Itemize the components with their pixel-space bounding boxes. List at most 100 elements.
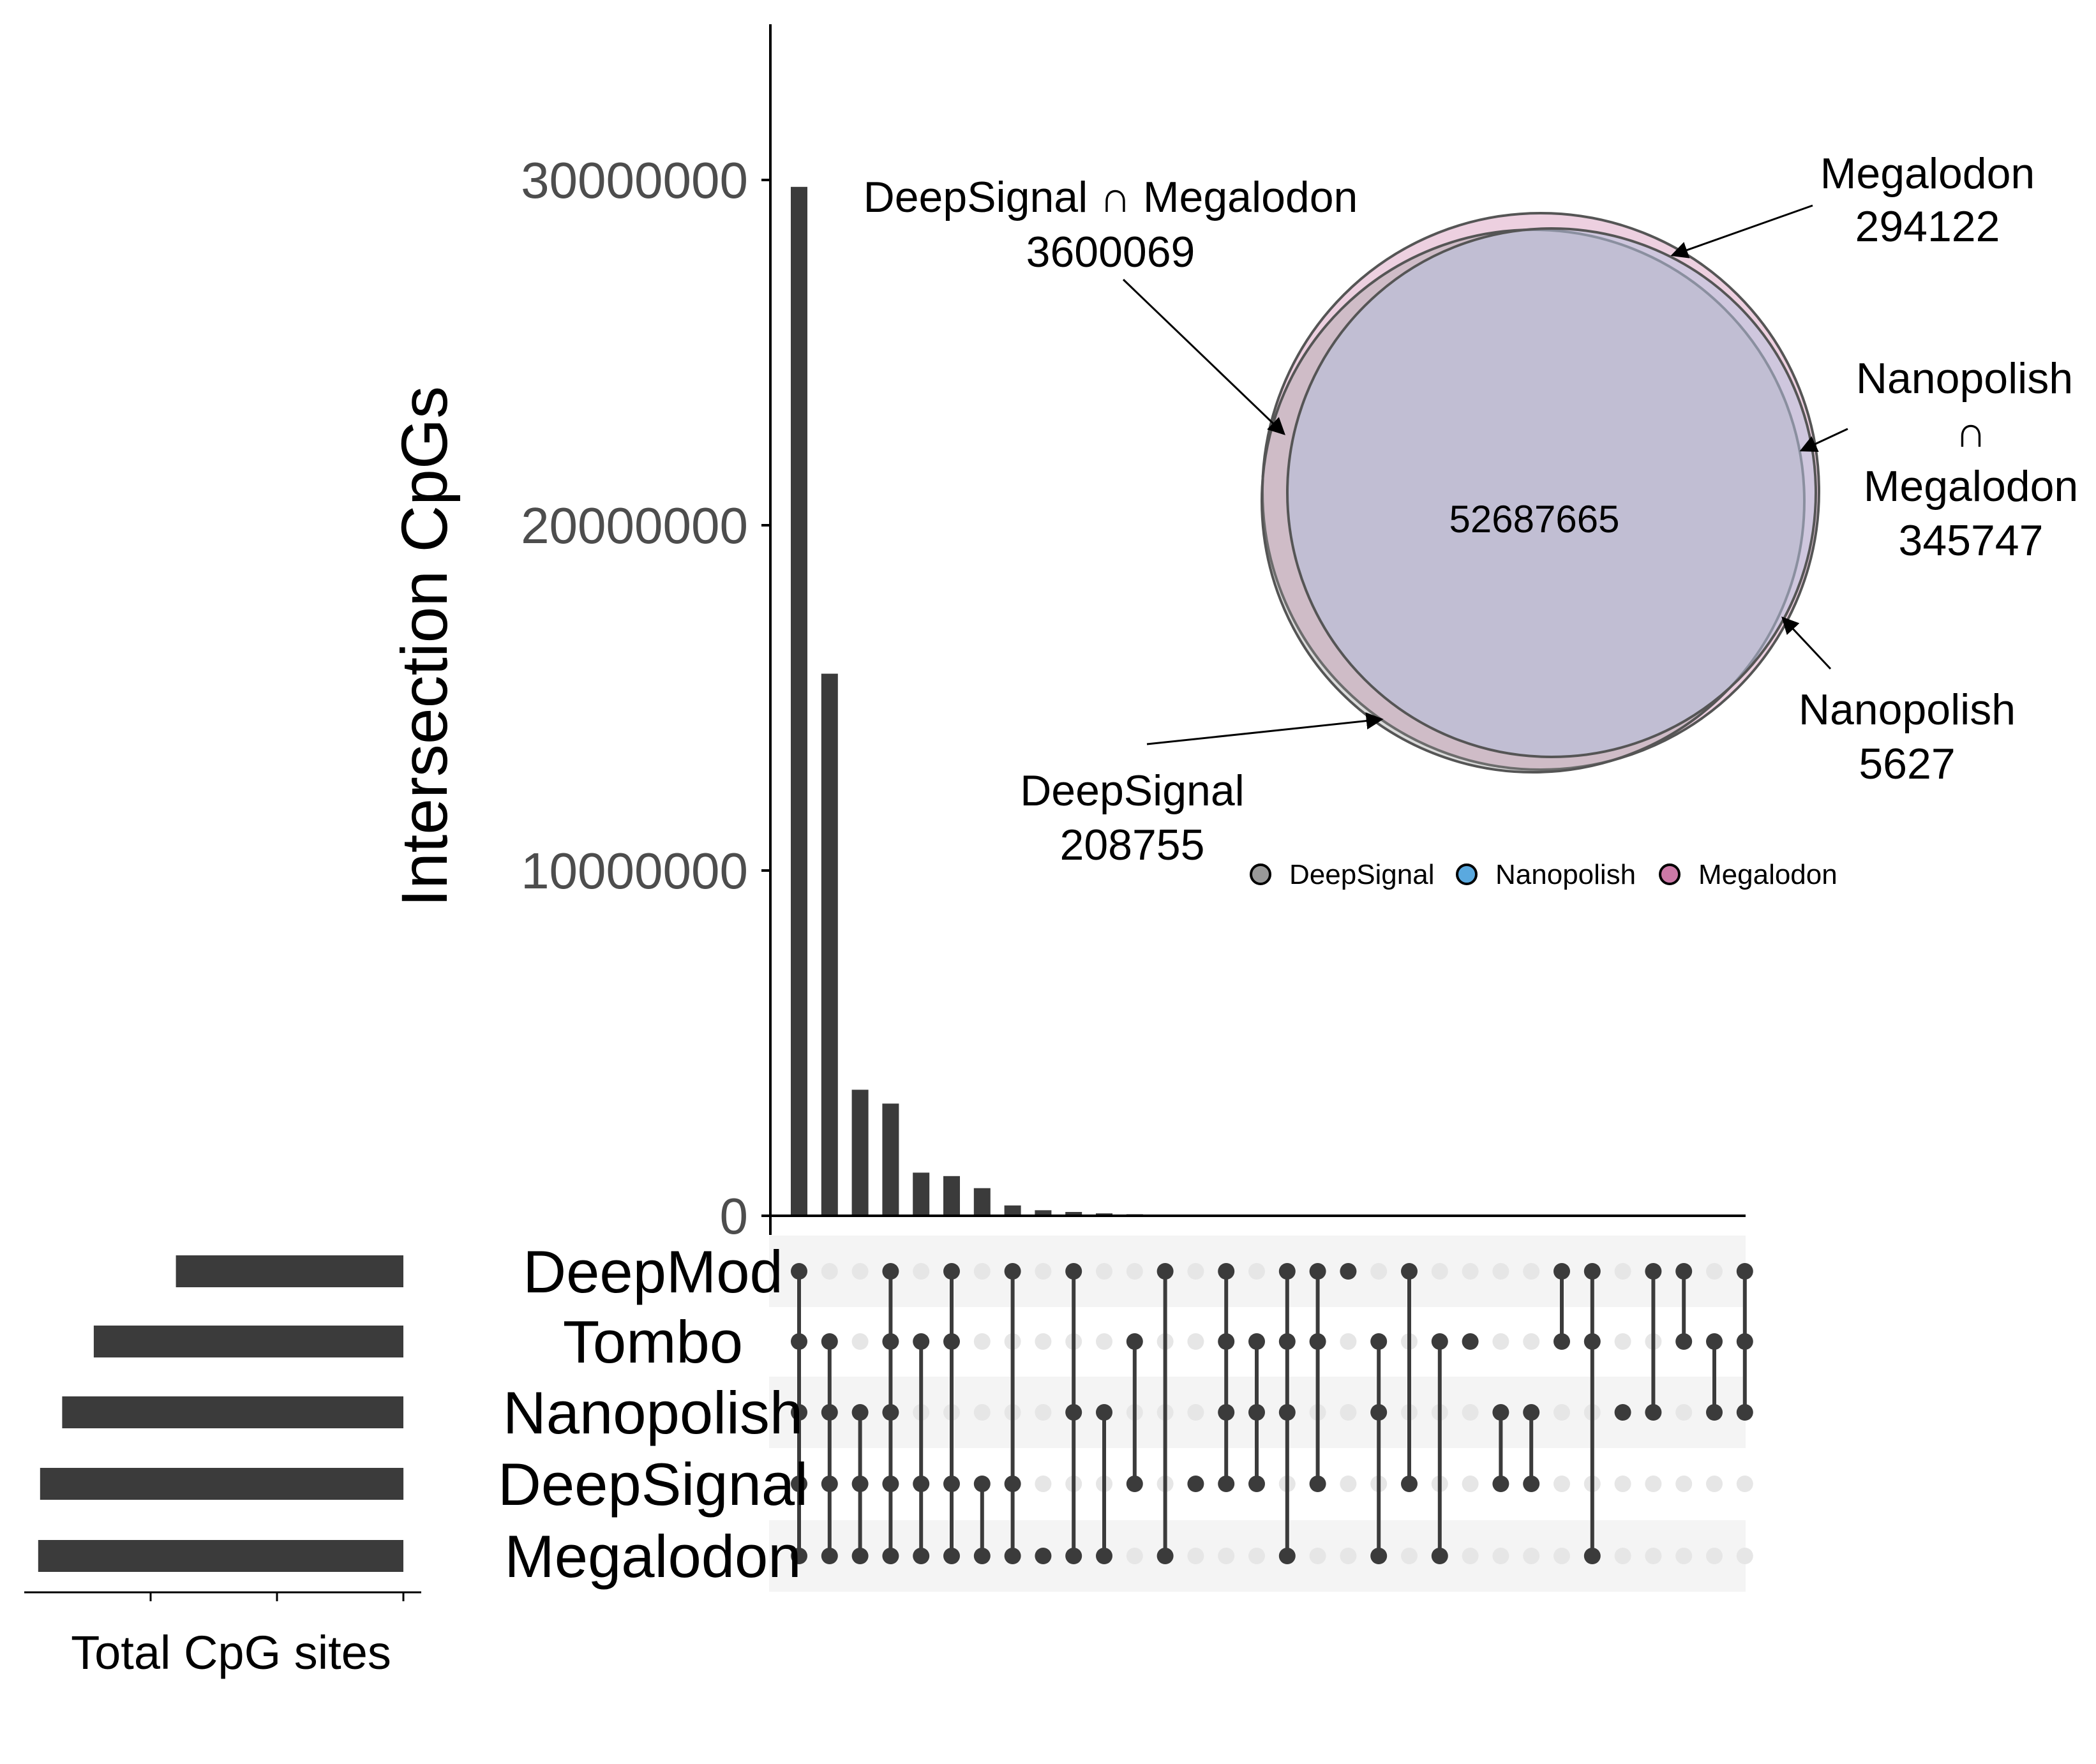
matrix-dot-inactive bbox=[1462, 1476, 1479, 1492]
intersection-bar bbox=[882, 1103, 899, 1216]
matrix-dot-active bbox=[1218, 1333, 1235, 1350]
matrix-dot-active bbox=[1492, 1476, 1509, 1492]
matrix-dot-active bbox=[943, 1333, 960, 1350]
annot-nanopolish-value: 5627 bbox=[1859, 740, 1955, 788]
y-tick-label: 20000000 bbox=[521, 497, 748, 554]
matrix-dot-active bbox=[1309, 1333, 1326, 1350]
matrix-dot-inactive bbox=[851, 1333, 869, 1350]
matrix-dot-active bbox=[1218, 1476, 1235, 1492]
matrix-dot-active bbox=[1401, 1263, 1418, 1280]
matrix-dot-inactive bbox=[1553, 1548, 1570, 1564]
matrix-dot-active bbox=[1278, 1404, 1296, 1421]
matrix-dot-active bbox=[1553, 1333, 1570, 1350]
matrix-dot-active bbox=[973, 1476, 991, 1492]
matrix-dot-active bbox=[1370, 1404, 1388, 1421]
matrix-dot-active bbox=[1431, 1548, 1448, 1564]
matrix-dot-active bbox=[1157, 1263, 1174, 1280]
annot-deepsignal-value: 208755 bbox=[1060, 821, 1205, 869]
matrix-dot-active bbox=[1309, 1476, 1326, 1492]
intersection-bar bbox=[943, 1176, 960, 1216]
matrix-dot-inactive bbox=[1675, 1404, 1693, 1421]
matrix-dot-inactive bbox=[1187, 1263, 1204, 1280]
matrix-dot-inactive bbox=[851, 1263, 869, 1280]
matrix-dot-inactive bbox=[1523, 1548, 1540, 1564]
matrix-dot-inactive bbox=[1431, 1263, 1448, 1280]
matrix-dot-active bbox=[1096, 1548, 1112, 1564]
y-tick-label: 10000000 bbox=[521, 842, 748, 899]
matrix-dot-inactive bbox=[1096, 1333, 1112, 1350]
y-ticks: 0 10000000 20000000 30000000 bbox=[521, 152, 770, 1245]
legend-label-deepsignal: DeepSignal bbox=[1289, 859, 1435, 890]
matrix-dot-inactive bbox=[1462, 1404, 1479, 1421]
annot-deepsignal-megalodon-value: 3600069 bbox=[1026, 228, 1195, 276]
matrix-dot-active bbox=[882, 1333, 899, 1350]
matrix-dot-active bbox=[1736, 1263, 1753, 1280]
matrix-dot-active bbox=[1065, 1263, 1082, 1280]
intersection-bar bbox=[1035, 1210, 1052, 1216]
annot-nanopolish-megalodon-value: 345747 bbox=[1899, 516, 2044, 565]
annot-megalodon-value: 294122 bbox=[1855, 202, 2000, 251]
matrix-dot-active bbox=[882, 1263, 899, 1280]
matrix-dot-active bbox=[1523, 1404, 1540, 1421]
matrix-dot-active bbox=[913, 1548, 930, 1564]
set-size-bar bbox=[176, 1255, 403, 1287]
matrix-dot-active bbox=[1645, 1404, 1662, 1421]
intersection-bars bbox=[791, 186, 1723, 1216]
matrix-dot-active bbox=[1492, 1404, 1509, 1421]
legend-key-megalodon bbox=[1659, 863, 1681, 885]
matrix-dot-active bbox=[1248, 1333, 1265, 1350]
matrix-dot-active bbox=[821, 1404, 838, 1421]
matrix-dot-active bbox=[1583, 1548, 1601, 1564]
legend-label-nanopolish: Nanopolish bbox=[1495, 859, 1636, 890]
matrix-dot-active bbox=[791, 1404, 807, 1421]
set-size-bar bbox=[38, 1540, 404, 1572]
matrix-dot-active bbox=[791, 1476, 807, 1492]
venn-inset: 52687665 DeepSignal ∩ Megalodon 3600069 … bbox=[864, 149, 2079, 890]
matrix-dot-active bbox=[1126, 1476, 1143, 1492]
matrix-dot-active bbox=[1187, 1476, 1204, 1492]
matrix-dot-active bbox=[1370, 1548, 1388, 1564]
annot-nanopolish-megalodon-symbol: ∩ bbox=[1956, 408, 1987, 456]
matrix-dot-inactive bbox=[1035, 1333, 1052, 1350]
matrix-dot-active bbox=[851, 1548, 869, 1564]
matrix-dot-active bbox=[882, 1548, 899, 1564]
matrix-dot-active bbox=[1614, 1404, 1631, 1421]
matrix-dot-active bbox=[1370, 1333, 1388, 1350]
intersection-bar bbox=[1004, 1205, 1021, 1216]
annot-deepsignal-label: DeepSignal bbox=[1020, 766, 1245, 815]
matrix-dot-active bbox=[821, 1548, 838, 1564]
matrix-dot-inactive bbox=[1675, 1476, 1693, 1492]
set-size-bar bbox=[93, 1326, 403, 1357]
matrix-dot-inactive bbox=[1614, 1333, 1631, 1350]
matrix-dot-inactive bbox=[1248, 1263, 1265, 1280]
matrix-dot-inactive bbox=[1187, 1548, 1204, 1564]
matrix-dot-inactive bbox=[1035, 1404, 1052, 1421]
matrix-dot-active bbox=[1278, 1548, 1296, 1564]
set-label: DeepSignal bbox=[498, 1451, 808, 1518]
matrix-dot-inactive bbox=[1035, 1263, 1052, 1280]
matrix-dot-active bbox=[913, 1476, 930, 1492]
matrix-dot-active bbox=[821, 1476, 838, 1492]
intersection-bar bbox=[1065, 1212, 1082, 1216]
annot-nanopolish-megalodon-label2: Megalodon bbox=[1864, 462, 2078, 511]
matrix-dot-inactive bbox=[1340, 1333, 1357, 1350]
matrix-dot-active bbox=[1431, 1333, 1448, 1350]
matrix-dot-inactive bbox=[1340, 1548, 1357, 1564]
matrix-dot-inactive bbox=[1614, 1476, 1631, 1492]
legend-label-megalodon: Megalodon bbox=[1698, 859, 1838, 890]
matrix-dot-inactive bbox=[1035, 1476, 1052, 1492]
matrix-dot-inactive bbox=[1340, 1476, 1357, 1492]
matrix-dot-active bbox=[1065, 1548, 1082, 1564]
matrix-dot-active bbox=[882, 1476, 899, 1492]
matrix-dot-inactive bbox=[1706, 1476, 1723, 1492]
matrix-dot-inactive bbox=[1492, 1263, 1509, 1280]
matrix-dot-inactive bbox=[1553, 1404, 1570, 1421]
set-labels: DeepModTomboNanopolishDeepSignalMegalodo… bbox=[498, 1238, 808, 1590]
matrix-dot-active bbox=[1462, 1333, 1479, 1350]
matrix-dot-active bbox=[1248, 1476, 1265, 1492]
arrow-deepsignal-megalodon bbox=[1122, 278, 1285, 435]
matrix-dot-active bbox=[1004, 1548, 1021, 1564]
annot-nanopolish-megalodon-label1: Nanopolish bbox=[1856, 354, 2073, 403]
set-label: Tombo bbox=[563, 1308, 743, 1375]
